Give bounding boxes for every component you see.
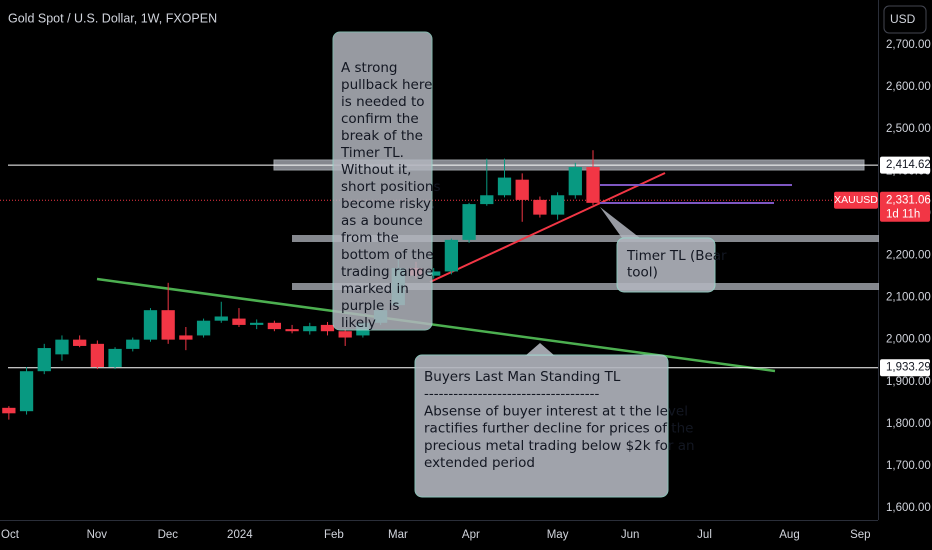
note-text: marked in <box>341 281 409 297</box>
candle-body <box>444 239 459 272</box>
y-tick-label: 2,500.00 <box>886 123 931 135</box>
candle-body <box>55 339 69 355</box>
x-tick-label: Aug <box>779 529 799 541</box>
y-tick-label: 2,600.00 <box>886 81 931 93</box>
candle-body <box>338 331 352 338</box>
y-tick-label: 1,600.00 <box>886 502 931 514</box>
candle-body <box>550 195 565 215</box>
symbol-label-box <box>834 191 878 209</box>
x-tick-label: Jun <box>621 529 640 541</box>
x-tick-label: Sep <box>850 529 870 541</box>
candle-body <box>108 348 122 367</box>
note-text: purple is <box>341 298 399 314</box>
note-box <box>414 354 669 498</box>
note-text: short positions <box>341 179 441 195</box>
note-text: is needed to <box>341 94 425 110</box>
y-tick-label: 1,700.00 <box>886 460 931 472</box>
note-text: likely <box>341 315 376 331</box>
y-tick-label: 2,100.00 <box>886 292 931 304</box>
note-text: trading range <box>341 264 433 280</box>
note-text: tool) <box>627 265 658 281</box>
candle-body <box>126 339 140 349</box>
candle-body <box>2 407 16 414</box>
candle-body <box>267 322 282 330</box>
x-tick-label: Nov <box>87 529 108 541</box>
x-tick-label: Mar <box>388 529 408 541</box>
candle-body <box>497 177 512 196</box>
x-tick-label: 2024 <box>227 529 253 541</box>
price-label: 2,414.62 <box>886 159 931 171</box>
note-pointer <box>600 207 640 238</box>
x-tick-label: Jul <box>697 529 712 541</box>
candle-body <box>196 320 211 336</box>
note-text: confirm the <box>341 111 419 127</box>
note-text: extended period <box>424 455 535 471</box>
chart-title: Gold Spot / U.S. Dollar, 1W, FXOPEN <box>8 11 217 25</box>
currency-label[interactable]: USD <box>890 12 916 26</box>
candle-body <box>480 195 494 205</box>
price-label-box <box>880 191 930 222</box>
y-tick-label: 1,900.00 <box>886 376 931 388</box>
note-text: break of the <box>341 128 423 144</box>
timer-trendline <box>429 172 666 283</box>
candle-body <box>250 322 264 325</box>
x-tick-label: Dec <box>158 529 179 541</box>
note-box <box>616 237 716 293</box>
candle-body <box>73 339 87 346</box>
note-text: precious metal trading below $2k for an <box>424 438 695 454</box>
candle-body <box>19 371 34 412</box>
note-text: Timer TL. <box>340 145 404 161</box>
candle-body <box>533 199 547 215</box>
range-band <box>292 283 879 290</box>
candle-body <box>515 179 529 200</box>
candle-body <box>320 324 335 332</box>
x-tick-label: Feb <box>324 529 344 541</box>
note-text: A strong <box>341 60 398 76</box>
price-label-box <box>880 359 930 377</box>
candle-body <box>90 343 104 367</box>
candle-body <box>214 316 228 321</box>
note-text: as a bounce <box>341 213 423 229</box>
x-tick-label: Oct <box>1 529 20 541</box>
candle-body <box>427 271 441 276</box>
candle-body <box>232 318 246 325</box>
candle-body <box>37 348 51 372</box>
price-label: 1,933.29 <box>886 362 931 374</box>
x-tick-label: May <box>547 529 569 541</box>
candle-body <box>568 167 582 196</box>
candle-body <box>143 310 158 340</box>
candle-body <box>303 326 317 332</box>
note-text: Absense of buyer interest at t the level <box>424 403 688 419</box>
note-text: from the <box>341 230 399 246</box>
currency-button[interactable] <box>883 5 927 34</box>
y-tick-label: 2,000.00 <box>886 334 931 346</box>
note-text: Timer TL (Bear <box>626 248 727 264</box>
note-text: bottom of the <box>341 247 434 263</box>
candle-body <box>285 329 299 332</box>
range-band <box>292 235 879 242</box>
y-tick-label: 2,200.00 <box>886 249 931 261</box>
note-text: ractifies further decline for prices of … <box>424 421 693 437</box>
candle-body <box>462 204 476 240</box>
candle-body <box>586 167 600 203</box>
note-text: Buyers Last Man Standing TL <box>424 369 621 385</box>
symbol-label: XAUUSD <box>834 194 878 206</box>
note-text: Without it, <box>341 162 411 178</box>
candle-body <box>161 310 175 340</box>
price-label: 2,331.06 <box>886 194 931 206</box>
axes: 2,700.002,600.002,500.002,400.002,300.00… <box>1 39 931 541</box>
note-text: pullback here <box>341 77 432 93</box>
note-text: become risky, <box>341 196 435 212</box>
candle-body <box>179 335 193 340</box>
x-tick-label: Apr <box>462 529 480 541</box>
countdown-label: 1d 11h <box>886 208 920 220</box>
note-pointer <box>525 343 555 356</box>
y-tick-label: 1,800.00 <box>886 418 931 430</box>
note-box <box>332 31 433 331</box>
y-tick-label: 2,700.00 <box>886 39 931 51</box>
price-label-box <box>880 156 930 174</box>
note-text: ------------------------------------ <box>424 386 599 402</box>
